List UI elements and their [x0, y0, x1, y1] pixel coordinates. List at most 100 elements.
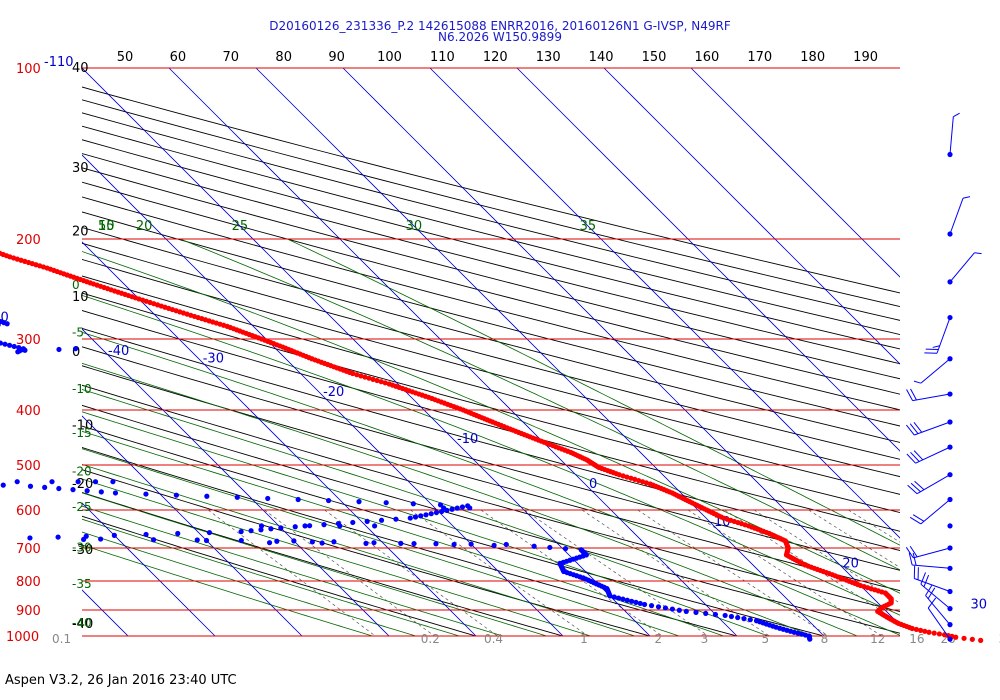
wind-barb-staff: [920, 358, 951, 384]
dewpoint-point: [378, 517, 385, 523]
wind-barb-staff: [949, 116, 954, 155]
wind-barb-staff: [920, 499, 951, 525]
dry-adiabat-label: 30: [72, 161, 89, 176]
wind-barb-feather: [910, 482, 921, 493]
dry-adiabat: [82, 258, 900, 478]
moist-adiabat-label: -35: [72, 577, 92, 591]
dewpoint-point: [411, 540, 417, 547]
dewpoint-point: [703, 610, 709, 617]
wind-barb-staff: [925, 595, 951, 625]
temperature-point: [961, 635, 967, 641]
wind-barb-feather: [927, 597, 937, 609]
mixing-ratio-line: [637, 509, 830, 636]
dry-adiabat: [82, 167, 900, 380]
dewpoint-point: [278, 525, 284, 531]
top-scale-label: 120: [483, 50, 508, 65]
wind-barb-feather: [920, 572, 927, 585]
dewpoint-point: [712, 611, 719, 618]
isotherm-line: [255, 68, 825, 636]
wind-barb-staff: [913, 547, 951, 559]
moist-adiabat-label: -40: [72, 616, 92, 630]
dewpoint-point: [531, 543, 537, 549]
dry-adiabat-label: 20: [72, 224, 89, 239]
chart-subtitle: N6.2026 W150.9899: [438, 30, 562, 44]
wind-barb-staff: [920, 583, 951, 610]
wind-barb-feather: [909, 423, 919, 434]
dewpoint-point: [234, 494, 240, 500]
wind-barb-staff: [912, 564, 951, 569]
dewpoint-point: [238, 529, 244, 535]
mixing-ratio-label: 5: [762, 632, 770, 646]
dewpoint-point: [274, 538, 280, 544]
chart-title: D20160126_231336_P.2 142615088 ENRR2016,…: [269, 19, 731, 33]
moist-adiabat: [82, 430, 725, 636]
wind-barbs: [905, 112, 982, 642]
dewpoint-point: [173, 492, 179, 498]
dewpoint-point: [291, 538, 297, 544]
dewpoint-point: [503, 541, 509, 548]
wind-barb-feather: [925, 584, 933, 596]
dewpoint-point: [648, 603, 655, 609]
moist-adiabat: [82, 531, 418, 636]
dewpoint-point: [14, 479, 20, 485]
dewpoint-point: [337, 523, 343, 529]
dewpoint-point: [753, 618, 760, 624]
dewpoint-point: [204, 493, 210, 499]
dewpoint-point: [2, 341, 8, 347]
isotherm-line: [82, 241, 477, 636]
dewpoint-point: [70, 487, 76, 493]
wind-barb-feather: [908, 552, 913, 566]
moist-adiabat: [82, 251, 900, 594]
mixing-ratio-label: 0.2: [421, 632, 440, 646]
wind-barb-station: [947, 523, 953, 529]
isotherm-line: [429, 68, 900, 539]
dry-adiabat: [82, 211, 900, 427]
isotherm-label: -40: [108, 344, 129, 359]
top-scale-label: 170: [747, 50, 772, 65]
dewpoint-point: [747, 617, 753, 623]
moist-top-label: 15: [98, 219, 115, 234]
dewpoint-point: [467, 505, 473, 511]
dewpoint-point: [265, 495, 271, 502]
mixing-ratio-line: [687, 509, 883, 636]
pressure-label: 300: [16, 333, 41, 348]
isotherm-line: [82, 68, 651, 636]
top-scale-label: 180: [800, 50, 825, 65]
dewpoint-point: [72, 346, 79, 352]
dry-adiabat: [82, 384, 900, 613]
top-left-label: 40: [72, 61, 89, 76]
dewpoint-point: [55, 534, 61, 540]
wind-barb-feather: [907, 484, 918, 495]
dewpoint-point: [98, 489, 104, 495]
temperature-point: [918, 627, 924, 633]
temperature-point: [620, 473, 626, 479]
moist-adiabat: [82, 362, 859, 636]
dewpoint-point: [81, 536, 87, 543]
temperature-point: [366, 375, 372, 381]
dewpoint-point: [98, 536, 104, 542]
dewpoint-point: [418, 513, 424, 519]
top-scale-label: 90: [328, 50, 345, 65]
isotherm-label: 30: [970, 597, 987, 612]
dry-adiabat: [82, 365, 900, 592]
dewpoint-point: [27, 483, 34, 489]
temperature-point: [969, 636, 975, 642]
temperature-point: [0, 250, 3, 256]
dewpoint-point: [0, 482, 6, 488]
dewpoint-point: [454, 505, 460, 511]
isotherm-line: [82, 328, 390, 636]
isotherm-line: [603, 68, 900, 365]
moist-adiabat: [82, 411, 770, 636]
mixing-ratio-label: 30: [999, 632, 1000, 646]
moist-adiabat: [82, 463, 636, 636]
dry-adiabat-label: 10: [72, 290, 89, 305]
mixing-ratio-line: [753, 509, 900, 604]
mixing-ratio-label: 0.1: [52, 632, 71, 646]
top-scale-label: 150: [642, 50, 667, 65]
dewpoint-point: [258, 527, 264, 533]
dewpoint-point: [307, 523, 313, 529]
dewpoint-point: [372, 523, 378, 529]
mixing-ratio-line: [264, 509, 435, 636]
moist-adiabat-label: -20: [72, 464, 92, 478]
dewpoint-point: [578, 547, 584, 553]
